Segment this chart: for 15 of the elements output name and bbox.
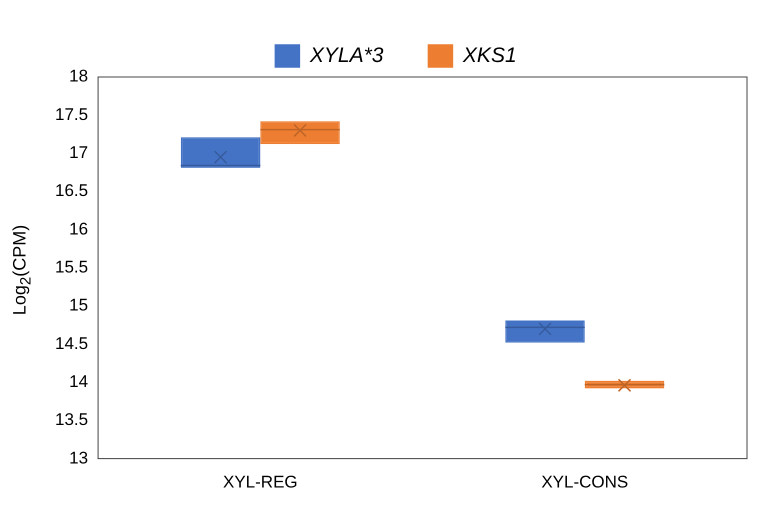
y-tick-label: 14 <box>69 372 88 391</box>
y-tick-label: 15.5 <box>54 257 88 276</box>
y-tick-label: 14.5 <box>54 334 88 353</box>
y-tick-label: 17.5 <box>54 104 88 124</box>
y-tick-label: 16.5 <box>54 181 88 200</box>
legend-label: XKS1 <box>462 44 517 67</box>
y-tick-label: 16 <box>69 219 88 238</box>
y-tick-label: 13 <box>69 448 88 468</box>
y-tick-label: 13.5 <box>54 410 88 430</box>
y-tick-label: 18 <box>69 66 88 86</box>
x-tick-label: XYL-CONS <box>541 472 628 492</box>
y-tick-label: 15 <box>69 296 88 315</box>
y-tick-label: 17 <box>69 143 88 162</box>
x-tick-label: XYL-REG <box>222 472 298 492</box>
legend-label: XYLA*3 <box>308 44 384 67</box>
